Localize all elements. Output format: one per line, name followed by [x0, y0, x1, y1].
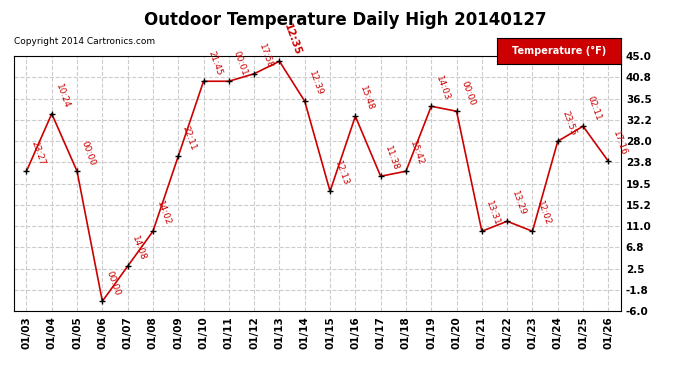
Text: 11:38: 11:38 [383, 145, 400, 172]
Text: 15:48: 15:48 [358, 85, 375, 112]
Text: 02:11: 02:11 [586, 95, 603, 122]
Text: 23:55: 23:55 [560, 110, 578, 137]
Text: 14:02: 14:02 [155, 200, 172, 227]
Text: 12:02: 12:02 [535, 200, 552, 227]
Text: 14:03: 14:03 [434, 75, 451, 102]
Text: 13:29: 13:29 [510, 190, 527, 217]
Text: Temperature (°F): Temperature (°F) [512, 46, 606, 56]
Text: 12:39: 12:39 [307, 70, 324, 97]
Text: 12:35: 12:35 [282, 23, 303, 57]
Text: Copyright 2014 Cartronics.com: Copyright 2014 Cartronics.com [14, 38, 155, 46]
Text: 17:16: 17:16 [611, 130, 628, 157]
Text: 00:01: 00:01 [231, 50, 248, 77]
Text: 13:31: 13:31 [484, 200, 502, 227]
Text: Outdoor Temperature Daily High 20140127: Outdoor Temperature Daily High 20140127 [144, 11, 546, 29]
Text: 17:58: 17:58 [257, 42, 274, 70]
Text: 21:45: 21:45 [206, 50, 224, 77]
Text: 00:00: 00:00 [459, 80, 476, 107]
Text: 15:42: 15:42 [408, 140, 426, 167]
Text: 10:24: 10:24 [55, 82, 72, 110]
Text: 00:00: 00:00 [79, 140, 97, 167]
Text: 12:13: 12:13 [333, 160, 350, 187]
Text: 00:00: 00:00 [105, 270, 122, 297]
Text: 14:08: 14:08 [130, 235, 148, 262]
Text: 22:11: 22:11 [181, 125, 198, 152]
Text: 23:27: 23:27 [29, 140, 46, 167]
